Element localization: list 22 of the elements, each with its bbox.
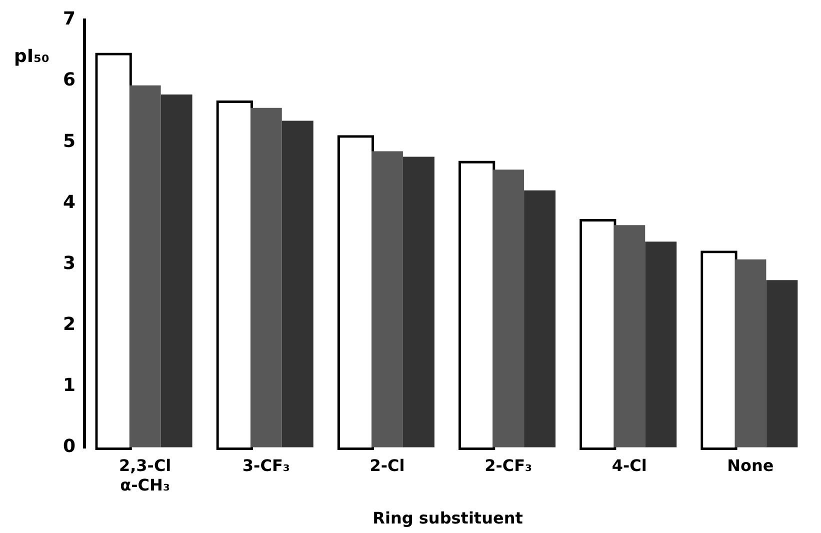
bar [402,156,434,448]
y-tick-label: 1 [62,375,76,396]
bar [282,120,314,448]
y-tick-label: 0 [62,436,76,458]
x-tick-label: 2,3-Cl α-CH₃ [118,456,172,494]
y-tick-label: 2 [62,314,76,335]
y-tick-label: 6 [62,70,76,91]
bar [766,280,798,448]
y-tick-label: 5 [62,130,76,152]
x-tick-label: 4-Cl [612,456,647,476]
y-tick-label: 7 [62,8,76,30]
x-tick-label: None [727,456,774,476]
y-axis-title: pI₅₀ [14,46,50,67]
bar [160,94,192,448]
x-tick-label: 3-CF₃ [242,456,290,476]
bar [645,242,677,448]
bar [524,190,556,448]
y-tick-label: 4 [62,192,76,213]
x-tick-label: 2-CF₃ [484,456,532,476]
y-tick-label: 3 [62,252,76,274]
x-axis-title: Ring substituent [372,508,524,528]
x-tick-label: 2-Cl [370,456,405,476]
